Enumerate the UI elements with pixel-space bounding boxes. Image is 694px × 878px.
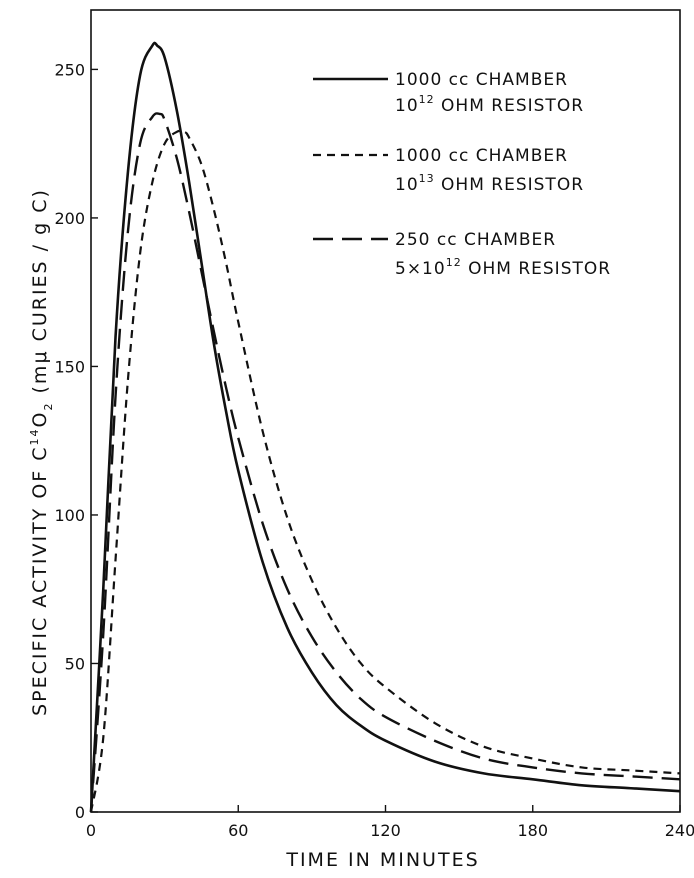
legend-entry-1: 1000 cc CHAMBER 1012 OHM RESISTOR — [313, 70, 584, 116]
y-tick-label: 250 — [54, 60, 85, 79]
legend-label-2-line2: 1013 OHM RESISTOR — [395, 172, 584, 195]
legend-label-1-line2: 1012 OHM RESISTOR — [395, 93, 584, 116]
legend-entry-3: 250 cc CHAMBER 5×1012 OHM RESISTOR — [313, 230, 611, 279]
series-line-1 — [89, 41, 681, 813]
x-axis-title: TIME IN MINUTES — [285, 849, 479, 871]
y-axis-title-post: (mμ CURIES / g C) — [29, 188, 51, 401]
y-axis: 0 50 100 150 200 250 — [54, 60, 98, 822]
legend-label-2-line1: 1000 cc CHAMBER — [395, 146, 568, 166]
y-tick-label: 50 — [65, 654, 85, 673]
x-tick-label: 0 — [86, 821, 96, 840]
series-line-2 — [89, 129, 681, 813]
legend: 1000 cc CHAMBER 1012 OHM RESISTOR 1000 c… — [313, 70, 611, 279]
legend-entry-2: 1000 cc CHAMBER 1013 OHM RESISTOR — [313, 146, 584, 195]
series-layer — [89, 41, 681, 813]
x-tick-label: 60 — [228, 821, 248, 840]
legend-label-1-line1: 1000 cc CHAMBER — [395, 70, 568, 90]
x-axis: 0 60 120 180 240 — [86, 805, 694, 840]
legend-label-3-line1: 250 cc CHAMBER — [395, 230, 556, 250]
x-tick-label: 180 — [517, 821, 548, 840]
y-tick-label: 150 — [54, 357, 85, 376]
x-tick-label: 240 — [665, 821, 694, 840]
y-axis-title-pre: SPECIFIC ACTIVITY OF C — [29, 445, 51, 715]
y-axis-title-isotope: 14 — [28, 427, 41, 445]
x-tick-label: 120 — [370, 821, 401, 840]
y-axis-title-subscript: 2 — [42, 402, 55, 411]
series-line-3 — [89, 112, 681, 813]
legend-label-3-line2: 5×1012 OHM RESISTOR — [395, 256, 611, 279]
y-tick-label: 200 — [54, 209, 85, 228]
y-tick-label: 100 — [54, 506, 85, 525]
y-axis-title: SPECIFIC ACTIVITY OF C14O2 (mμ CURIES / … — [28, 188, 55, 716]
y-tick-label: 0 — [75, 803, 85, 822]
y-axis-title-mid: O — [29, 411, 51, 428]
